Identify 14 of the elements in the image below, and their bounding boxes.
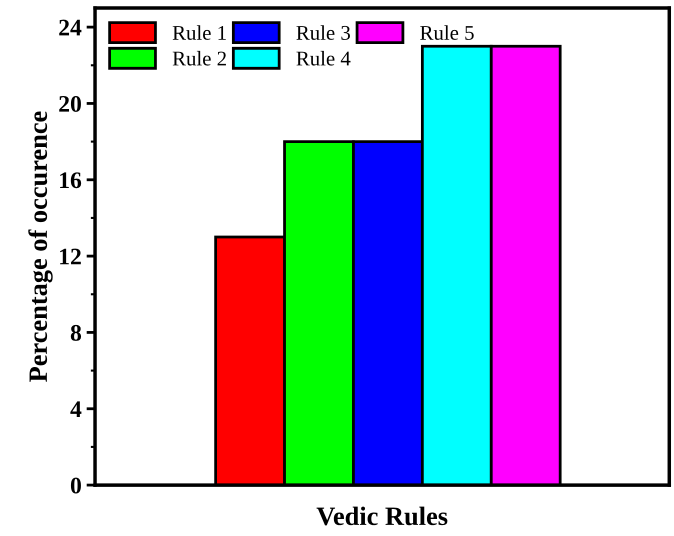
y-tick-label: 20 xyxy=(59,96,81,112)
y-tick-label: 16 xyxy=(60,172,82,188)
legend-label: Rule 2 xyxy=(172,50,226,66)
y-tick-label: 24 xyxy=(59,20,82,36)
y-tick-label: 12 xyxy=(60,248,81,264)
x-axis-title: Vedic Rules xyxy=(316,506,448,526)
y-axis-title: Percentage of occurence xyxy=(28,111,53,382)
y-tick-label: 4 xyxy=(70,401,82,417)
legend-label: Rule 4 xyxy=(296,50,350,66)
y-tick-label: 0 xyxy=(70,478,81,494)
legend-label: Rule 5 xyxy=(420,25,474,40)
y-tick-label: 8 xyxy=(70,324,82,341)
legend-label: Rule 1 xyxy=(172,25,226,40)
legend-label: Rule 3 xyxy=(296,25,350,40)
